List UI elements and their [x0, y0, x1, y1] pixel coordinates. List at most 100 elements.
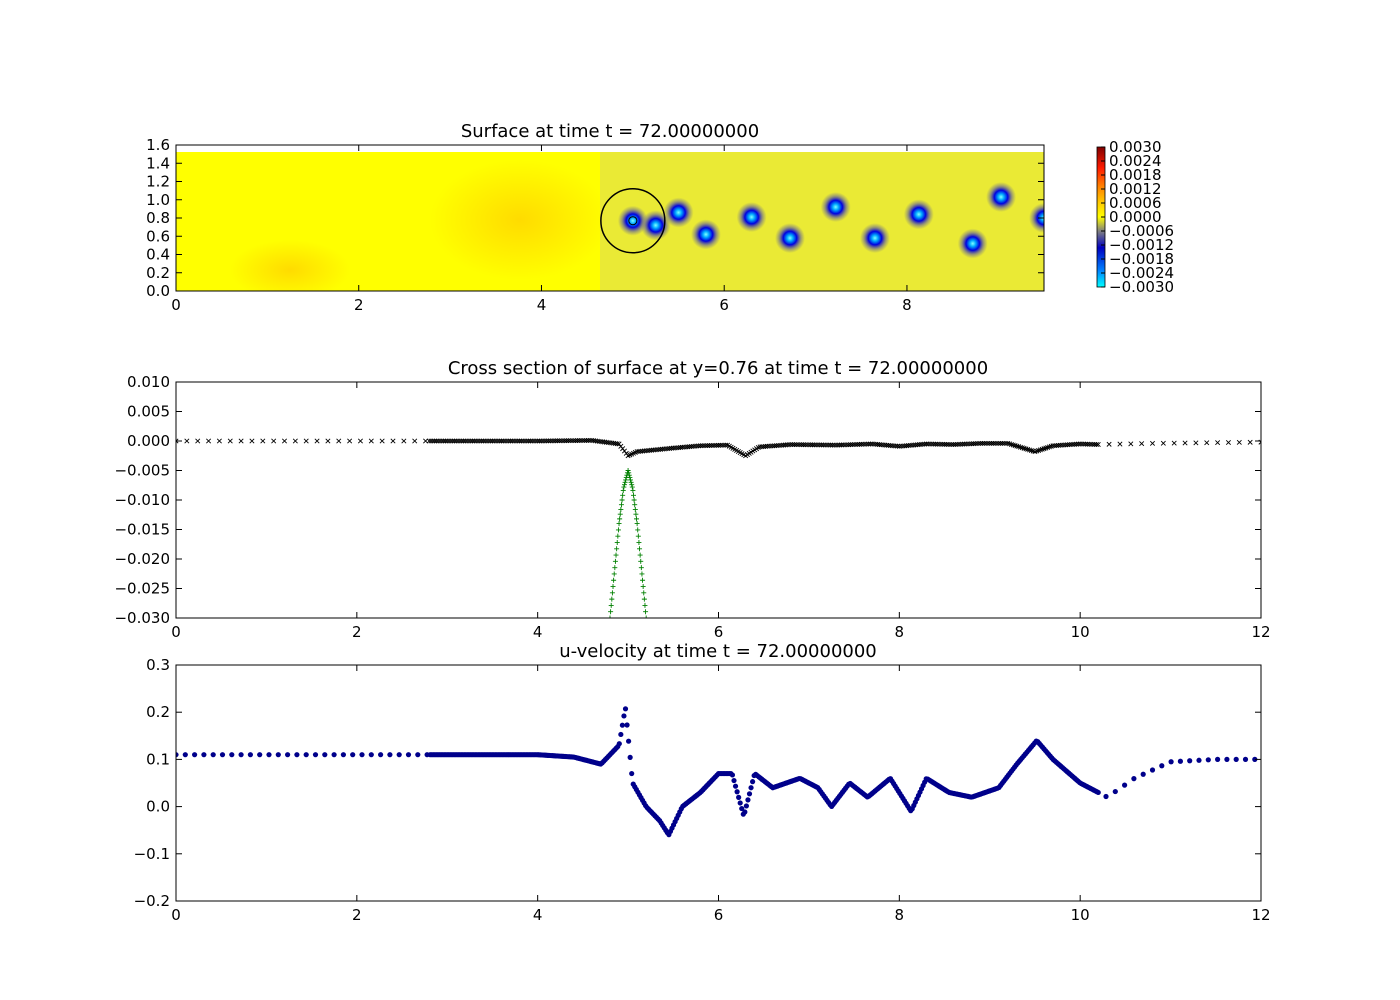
data-point: [640, 584, 646, 590]
data-point: [585, 437, 591, 443]
data-point: [1225, 440, 1231, 446]
data-point: [616, 521, 622, 527]
data-point: [450, 438, 456, 444]
y-tick-label: 1.6: [146, 136, 170, 154]
warm-region: [430, 160, 610, 280]
data-point: [1205, 757, 1211, 763]
data-point: [629, 770, 635, 777]
data-point: [368, 752, 374, 758]
x-tick-label: 8: [895, 906, 905, 924]
data-point: [294, 752, 300, 758]
data-point: [638, 565, 644, 571]
cross-section-axes-frame: [175, 381, 1262, 619]
data-point: [990, 440, 996, 446]
data-point: [466, 438, 472, 444]
data-point: [750, 779, 756, 785]
data-point: [637, 552, 643, 558]
data-point: [643, 609, 649, 615]
u-velocity-axes-frame: [175, 664, 1262, 902]
data-point: [442, 438, 448, 444]
data-point: [629, 484, 635, 490]
data-point: [630, 488, 636, 494]
vortex-blob: [663, 197, 694, 228]
data-point: [520, 438, 526, 444]
data-point: [275, 752, 281, 758]
data-point: [1177, 758, 1183, 764]
data-point: [486, 438, 492, 444]
y-tick-label: 0.2: [146, 703, 170, 721]
data-point: [582, 437, 588, 444]
data-point: [529, 438, 535, 444]
data-point: [613, 552, 619, 558]
y-tick-label: 0.010: [127, 373, 170, 391]
data-point: [488, 438, 494, 444]
data-point: [502, 438, 508, 444]
data-point: [615, 533, 621, 539]
x-tick-label: 10: [1071, 623, 1090, 641]
data-point: [504, 438, 510, 444]
x-tick-label: 6: [714, 623, 724, 641]
data-point: [618, 502, 624, 508]
data-point: [536, 438, 542, 444]
data-point: [742, 809, 748, 815]
data-point: [549, 438, 555, 444]
data-point: [495, 438, 501, 444]
data-point: [508, 438, 514, 444]
data-point: [484, 438, 490, 444]
data-point: [1215, 440, 1221, 446]
data-point: [260, 438, 266, 444]
surface-title: Surface at time t = 72.00000000: [461, 121, 759, 142]
data-point: [480, 438, 486, 444]
x-tick-label: 8: [895, 623, 905, 641]
vortex-blob: [859, 223, 890, 254]
data-point: [281, 438, 288, 444]
data-point: [396, 752, 402, 758]
data-point: [498, 438, 505, 444]
data-point: [634, 516, 640, 522]
vortex-blob: [736, 202, 767, 233]
data-point: [643, 615, 649, 618]
data-point: [238, 438, 244, 444]
colorbar-tick-label: 0.0018: [1109, 166, 1162, 184]
data-point: [729, 772, 736, 778]
data-point: [746, 791, 753, 797]
x-tick-label: 6: [719, 296, 729, 314]
data-point: [470, 438, 476, 444]
data-point: [542, 438, 548, 444]
surface-x-ticks: 0 2 4 6 8: [171, 145, 912, 314]
data-point: [578, 438, 584, 444]
data-point: [1001, 440, 1007, 446]
y-tick-label: 0.4: [146, 246, 170, 264]
data-point: [558, 438, 564, 444]
cross-section-title: Cross section of surface at y=0.76 at ti…: [448, 358, 988, 379]
colorbar-tick-label: 0.0030: [1109, 138, 1162, 156]
data-point: [426, 438, 432, 444]
data-point: [379, 438, 385, 444]
data-point: [1093, 441, 1099, 447]
data-point: [580, 437, 586, 444]
data-point: [553, 438, 559, 444]
data-point: [459, 438, 465, 444]
data-point: [564, 438, 570, 444]
colorbar-tick-label: 0.0024: [1109, 152, 1162, 170]
colorbar-tick-label: −0.0024: [1109, 264, 1174, 282]
data-point: [567, 438, 573, 444]
data-point: [192, 752, 198, 758]
data-point: [612, 565, 618, 571]
data-point: [615, 527, 621, 533]
data-point: [609, 590, 615, 596]
data-point: [535, 438, 541, 444]
data-point: [444, 438, 450, 444]
data-point: [617, 516, 623, 522]
u-velocity-panel: u-velocity at time t = 72.00000000 0 2 4 6 8…: [134, 641, 1271, 924]
vortex-blob: [690, 219, 721, 250]
data-point: [453, 438, 459, 444]
data-point: [1095, 442, 1101, 448]
data-point: [479, 438, 485, 444]
colorbar-tick-label: −0.0030: [1109, 278, 1174, 296]
data-point: [799, 442, 805, 448]
y-tick-label: −0.010: [114, 491, 170, 509]
vortex-layer: [617, 182, 1044, 259]
data-point: [989, 440, 995, 446]
